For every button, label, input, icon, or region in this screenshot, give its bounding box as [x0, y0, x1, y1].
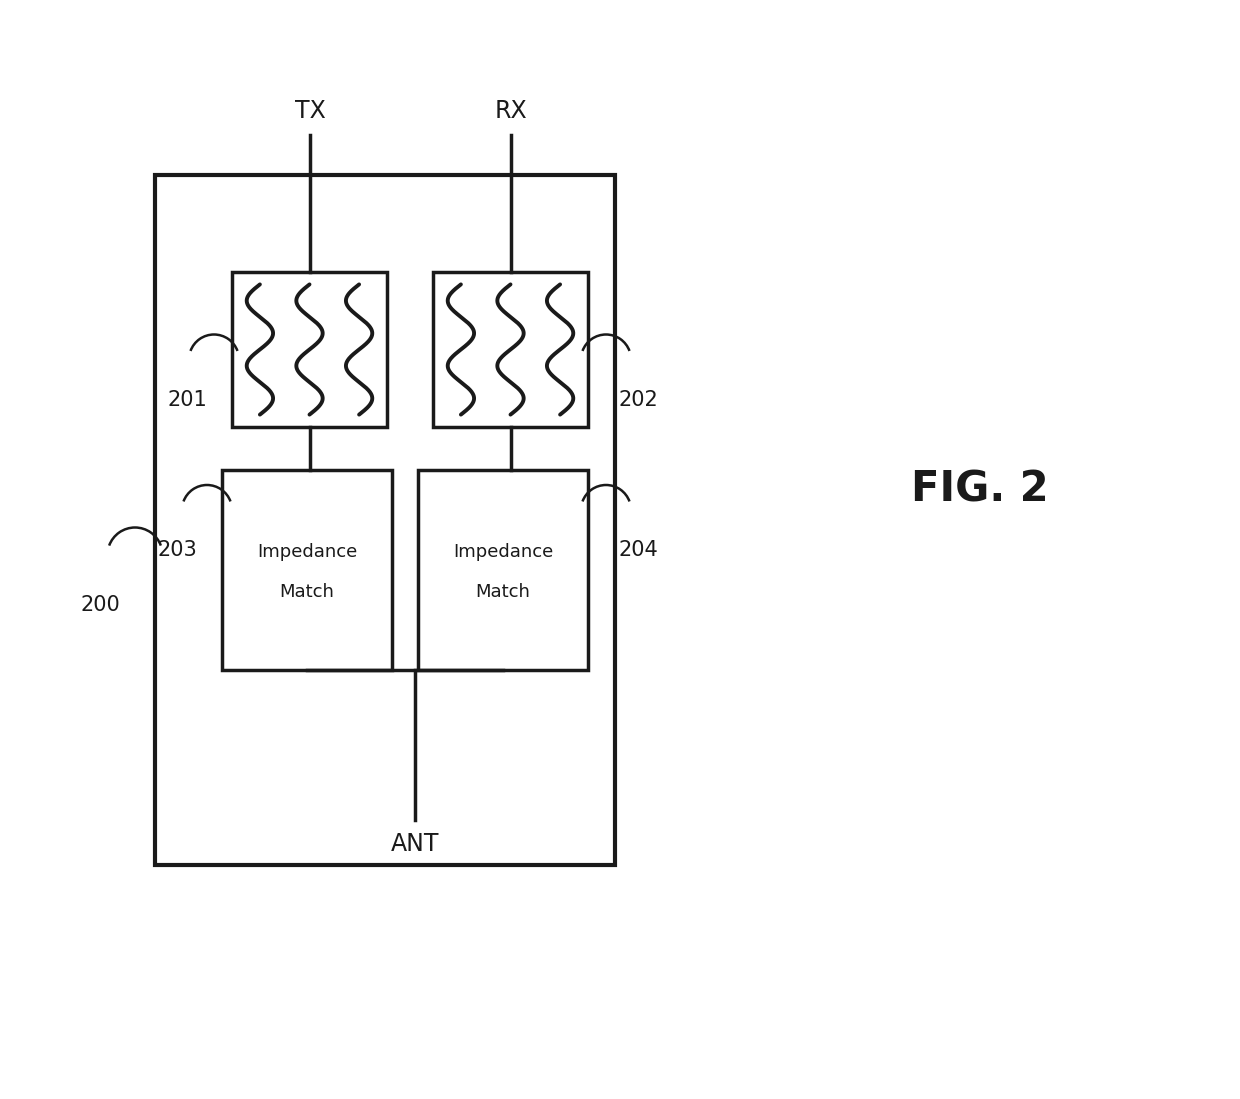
Text: 202: 202	[618, 389, 658, 410]
Text: FIG. 2: FIG. 2	[911, 469, 1049, 511]
FancyBboxPatch shape	[418, 470, 588, 670]
FancyBboxPatch shape	[155, 175, 615, 865]
Text: Impedance: Impedance	[453, 543, 553, 560]
Text: TX: TX	[295, 99, 325, 123]
Text: 201: 201	[167, 389, 207, 410]
Text: Match: Match	[279, 582, 335, 601]
FancyBboxPatch shape	[433, 271, 588, 428]
Text: Match: Match	[476, 582, 531, 601]
Text: 204: 204	[618, 540, 658, 560]
Text: 200: 200	[81, 595, 120, 615]
Text: Impedance: Impedance	[257, 543, 357, 560]
FancyBboxPatch shape	[232, 271, 387, 428]
Text: RX: RX	[495, 99, 527, 123]
Text: ANT: ANT	[391, 832, 439, 856]
FancyBboxPatch shape	[222, 470, 392, 670]
Text: 203: 203	[157, 540, 197, 560]
